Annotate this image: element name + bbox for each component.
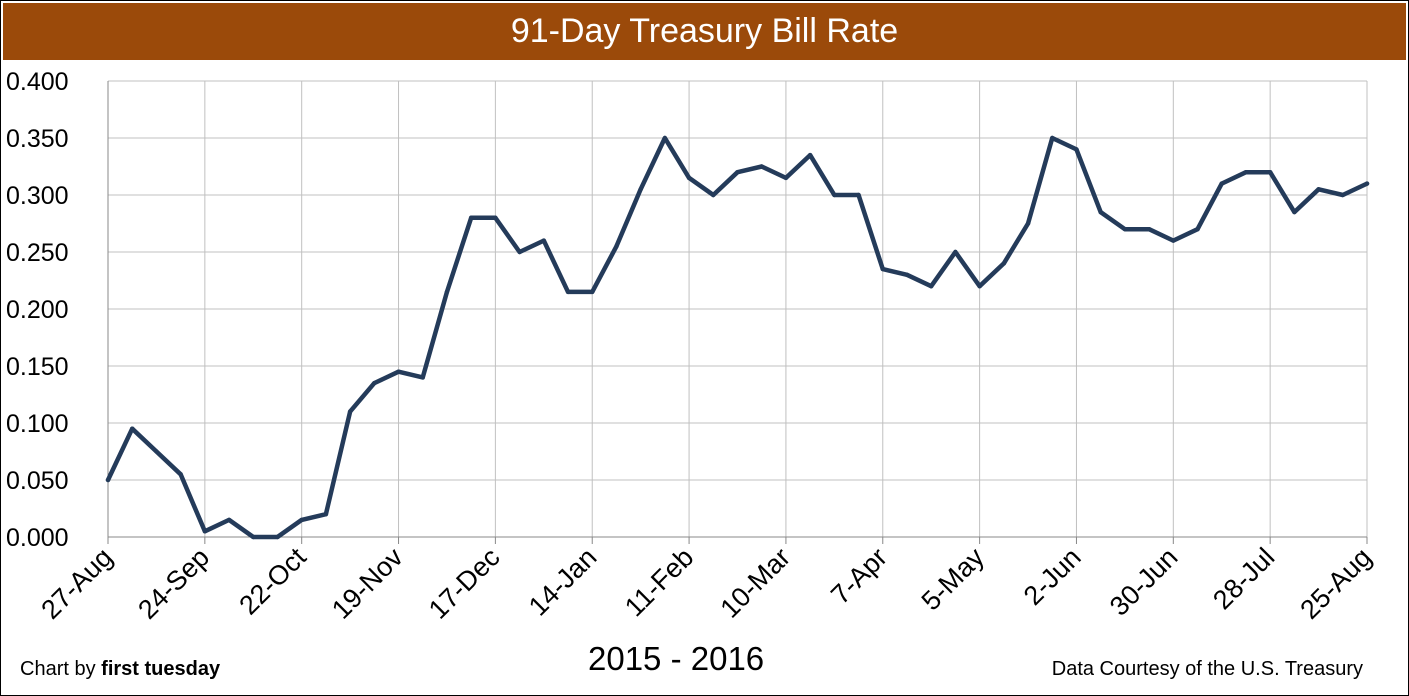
data-point <box>638 187 643 192</box>
data-point <box>904 272 910 277</box>
y-tick-label: 0.200 <box>6 296 69 324</box>
x-tick-label: 5-May <box>916 542 991 617</box>
data-point <box>1171 238 1176 243</box>
data-point <box>1001 261 1007 266</box>
x-tick-label: 24-Sep <box>132 542 215 625</box>
data-point <box>711 192 716 198</box>
data-point <box>856 192 861 198</box>
data-point <box>493 215 498 220</box>
data-point <box>759 164 764 169</box>
data-point <box>1146 227 1152 232</box>
data-point <box>299 517 304 523</box>
chart-title: 91-Day Treasury Bill Rate <box>3 3 1406 60</box>
data-point <box>565 289 571 295</box>
x-tick-label: 2-Jun <box>1018 542 1087 611</box>
data-point <box>1292 209 1297 215</box>
y-tick-label: 0.000 <box>6 524 69 552</box>
data-point <box>372 380 377 386</box>
data-point <box>1364 181 1370 186</box>
data-point <box>662 135 668 141</box>
x-tick-label: 28-Jul <box>1207 542 1280 615</box>
x-axis-label: 2015 - 2016 <box>588 640 765 677</box>
data-point <box>1074 147 1079 152</box>
x-tick-label: 14-Jan <box>523 542 603 622</box>
y-tick-label: 0.100 <box>6 410 69 438</box>
data-point <box>396 369 401 374</box>
series-line <box>105 135 1370 540</box>
data-point <box>178 472 183 477</box>
y-tick-label: 0.400 <box>6 68 69 96</box>
data-point <box>130 426 135 431</box>
data-point <box>686 175 692 181</box>
y-tick-label: 0.300 <box>6 182 69 210</box>
y-tick-label: 0.050 <box>6 467 69 495</box>
data-point <box>105 477 111 483</box>
chart-credit: Chart by first tuesday <box>20 658 220 681</box>
data-point <box>420 375 425 380</box>
data-point <box>1267 170 1273 175</box>
data-source-credit: Data Courtesy of the U.S. Treasury <box>1051 658 1363 680</box>
x-tick-label: 7-Apr <box>825 542 893 610</box>
data-point <box>1122 227 1128 232</box>
data-point <box>1340 192 1345 198</box>
data-point <box>541 238 547 243</box>
data-point <box>275 534 280 540</box>
data-point <box>832 192 837 198</box>
data-point <box>323 512 329 517</box>
data-point <box>783 175 789 181</box>
credit-prefix: Chart by <box>20 658 96 680</box>
data-point <box>1050 135 1055 141</box>
data-point <box>953 249 958 255</box>
data-point <box>468 215 474 220</box>
data-point <box>807 152 813 158</box>
x-tick-label: 22-Oct <box>233 542 312 621</box>
data-point <box>1243 170 1249 175</box>
y-tick-label: 0.150 <box>6 353 69 381</box>
data-point <box>590 289 595 295</box>
data-point <box>1025 221 1031 226</box>
x-tick-label: 27-Aug <box>35 542 118 625</box>
data-point <box>444 289 450 295</box>
data-point <box>347 409 353 414</box>
x-tick-label: 11-Feb <box>619 542 699 622</box>
x-tick-label: 17-Dec <box>423 542 506 625</box>
data-point <box>1195 227 1200 232</box>
data-point <box>1219 181 1224 186</box>
data-point <box>226 517 232 523</box>
data-point <box>928 284 934 289</box>
data-point <box>154 449 159 454</box>
data-point <box>614 244 619 249</box>
x-tick-label: 10-Mar <box>714 542 796 624</box>
x-tick-label: 19-Nov <box>326 542 409 625</box>
data-point <box>977 284 982 289</box>
credit-brand: first tuesday <box>101 658 221 680</box>
data-point <box>735 170 740 175</box>
y-tick-label: 0.250 <box>6 239 69 267</box>
data-point <box>251 534 256 540</box>
data-point <box>1098 209 1103 215</box>
x-tick-label: 30-Jun <box>1104 542 1184 622</box>
data-point <box>880 266 885 272</box>
x-tick-label: 25-Aug <box>1294 542 1377 625</box>
data-point <box>202 529 208 534</box>
data-point <box>1316 187 1321 192</box>
y-tick-label: 0.350 <box>6 125 69 153</box>
data-point <box>517 249 522 255</box>
